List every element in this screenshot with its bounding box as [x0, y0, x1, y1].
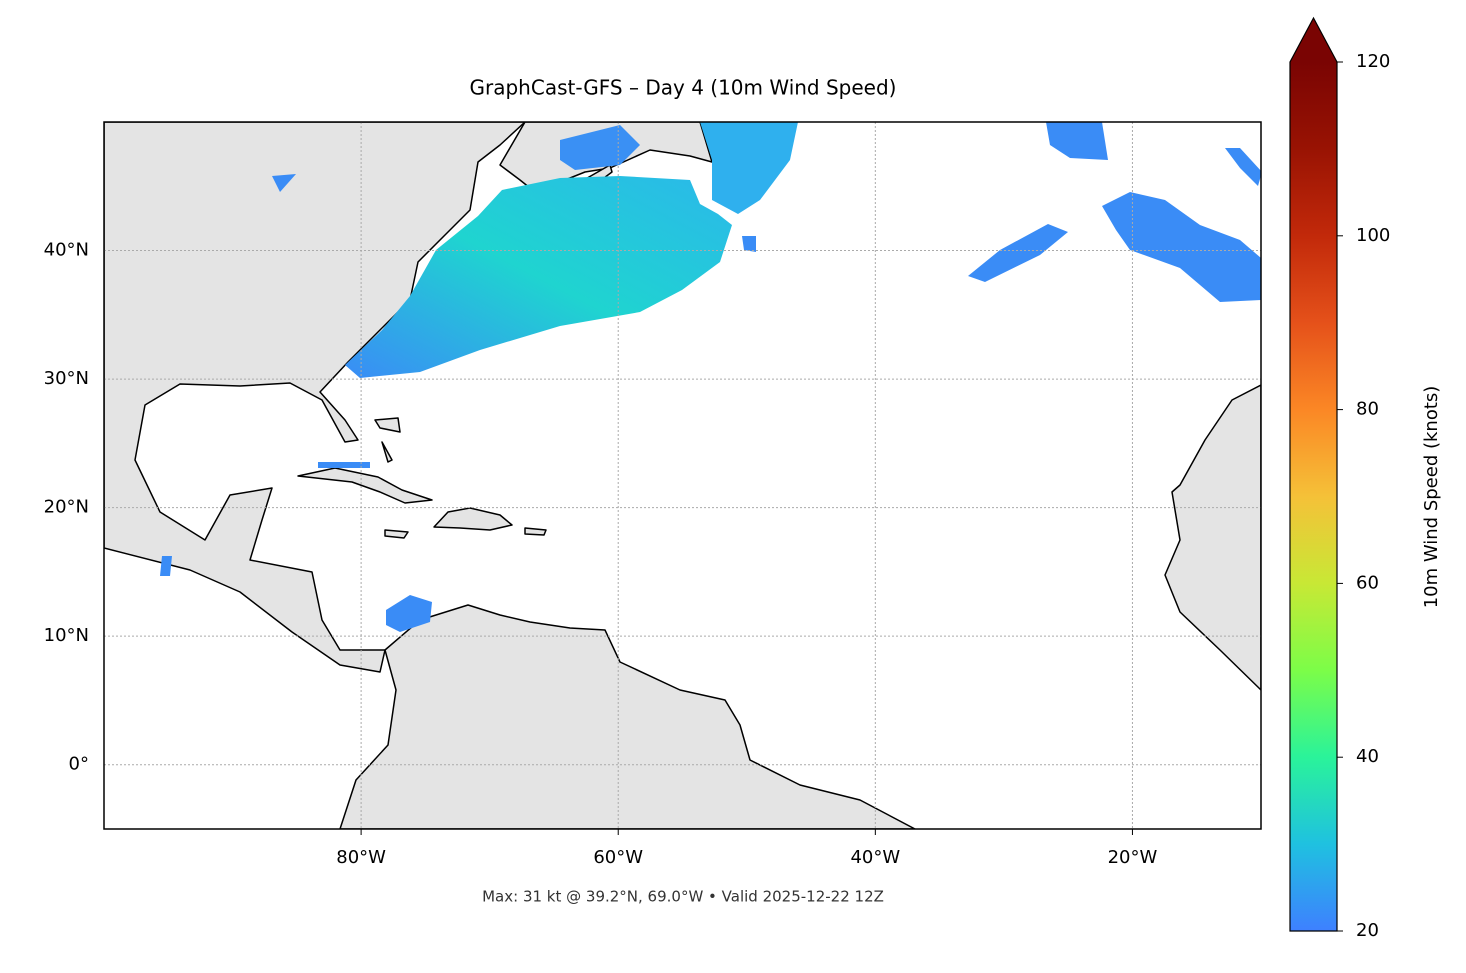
map-title: GraphCast-GFS – Day 4 (10m Wind Speed)	[470, 76, 897, 100]
south-america	[339, 604, 916, 829]
colorbar-tick-label: 60	[1356, 572, 1379, 593]
africa	[1164, 384, 1261, 691]
y-tick-label: 20°N	[44, 497, 89, 518]
colorbar-tick-label: 80	[1356, 399, 1379, 420]
map-caption: Max: 31 kt @ 39.2°N, 69.0°W • Valid 2025…	[482, 888, 884, 906]
wind-area	[345, 176, 732, 378]
bahamas	[374, 417, 401, 463]
wind-area	[386, 595, 432, 632]
map-frame	[103, 121, 1262, 830]
jamaica	[384, 529, 409, 539]
wind-area	[968, 224, 1068, 282]
hispaniola	[433, 507, 513, 531]
wind-area	[1102, 192, 1261, 302]
wind-area	[700, 122, 798, 214]
map-area	[104, 122, 1261, 829]
puerto-rico	[524, 527, 547, 536]
x-tick-label: 80°W	[336, 847, 386, 868]
y-tick-label: 30°N	[44, 368, 89, 389]
wind-area	[1225, 148, 1261, 186]
colorbar-tick-label: 20	[1356, 920, 1379, 941]
colorbar-tick-label: 100	[1356, 225, 1390, 246]
colorbar-tick-label: 120	[1356, 51, 1390, 72]
x-tick-label: 20°W	[1108, 847, 1158, 868]
y-tick-label: 0°	[69, 754, 89, 775]
colorbar-extend	[1290, 18, 1337, 62]
x-tick-label: 40°W	[850, 847, 900, 868]
x-tick-label: 60°W	[593, 847, 643, 868]
wind-area	[1046, 122, 1108, 160]
wind-area	[560, 125, 640, 170]
colorbar-label: 10m Wind Speed (knots)	[1421, 386, 1442, 609]
y-tick-label: 40°N	[44, 240, 89, 261]
cuba	[297, 467, 433, 504]
colorbar-tick-label: 40	[1356, 746, 1379, 767]
colorbar	[1290, 62, 1337, 931]
y-tick-label: 10°N	[44, 625, 89, 646]
north-america	[104, 122, 526, 673]
colorbar-frame	[1289, 16, 1338, 932]
